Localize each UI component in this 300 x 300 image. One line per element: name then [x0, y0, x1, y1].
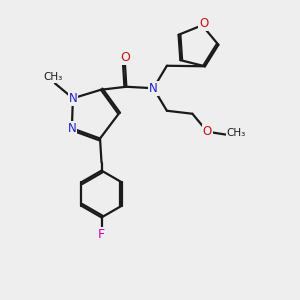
Text: O: O [120, 51, 130, 64]
Text: F: F [98, 228, 105, 241]
Text: O: O [203, 125, 212, 138]
Text: N: N [149, 82, 158, 95]
Text: N: N [68, 122, 76, 135]
Text: O: O [199, 17, 208, 30]
Text: N: N [68, 92, 77, 105]
Text: CH₃: CH₃ [44, 72, 63, 82]
Text: CH₃: CH₃ [227, 128, 246, 138]
